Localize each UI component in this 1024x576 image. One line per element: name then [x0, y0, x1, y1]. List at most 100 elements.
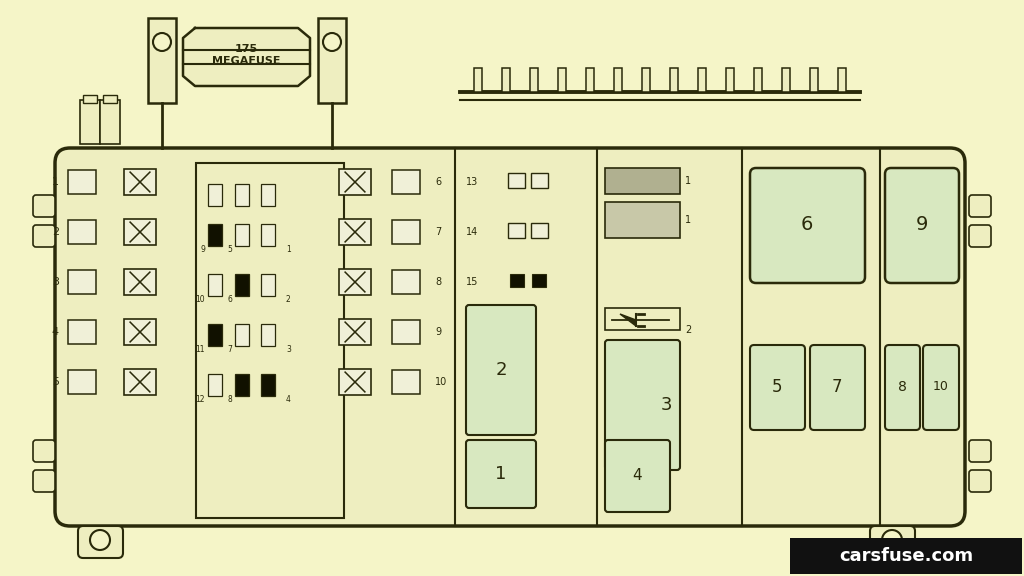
Text: 9: 9 — [200, 244, 205, 253]
Bar — [642, 68, 650, 92]
Bar — [124, 269, 156, 295]
Bar — [124, 319, 156, 345]
FancyBboxPatch shape — [466, 440, 536, 508]
Bar — [605, 308, 680, 330]
Polygon shape — [183, 28, 310, 86]
Circle shape — [882, 530, 902, 550]
Bar — [754, 68, 762, 92]
Text: 7: 7 — [831, 378, 843, 396]
Bar — [530, 223, 548, 238]
FancyBboxPatch shape — [969, 470, 991, 492]
FancyBboxPatch shape — [870, 526, 915, 558]
Bar — [208, 184, 222, 206]
Text: 3: 3 — [52, 277, 59, 287]
Text: 1: 1 — [52, 177, 59, 187]
Bar — [531, 274, 546, 287]
Bar — [670, 68, 678, 92]
Text: 13: 13 — [466, 177, 478, 187]
Bar — [124, 369, 156, 395]
Text: 12: 12 — [196, 395, 205, 404]
Bar — [234, 224, 249, 246]
Text: 9: 9 — [915, 215, 928, 234]
Bar — [339, 369, 371, 395]
Bar — [68, 220, 96, 244]
FancyBboxPatch shape — [923, 345, 959, 430]
Bar — [261, 184, 275, 206]
Text: 11: 11 — [196, 344, 205, 354]
Text: 3: 3 — [286, 344, 291, 354]
Text: 6: 6 — [227, 294, 232, 304]
FancyBboxPatch shape — [55, 148, 965, 526]
Text: 4: 4 — [286, 395, 291, 404]
FancyBboxPatch shape — [885, 168, 959, 283]
Bar — [698, 68, 706, 92]
Text: 6: 6 — [801, 215, 813, 234]
Bar — [234, 274, 249, 296]
Bar — [392, 270, 420, 294]
Bar — [782, 68, 790, 92]
Bar — [726, 68, 734, 92]
Bar — [339, 219, 371, 245]
FancyBboxPatch shape — [969, 195, 991, 217]
Bar — [586, 68, 594, 92]
FancyBboxPatch shape — [33, 440, 55, 462]
FancyBboxPatch shape — [33, 225, 55, 247]
Bar — [510, 274, 523, 287]
FancyBboxPatch shape — [78, 526, 123, 558]
Bar — [530, 68, 538, 92]
Text: 5: 5 — [227, 244, 232, 253]
Bar — [261, 224, 275, 246]
Text: 7: 7 — [227, 344, 232, 354]
Circle shape — [323, 33, 341, 51]
Bar — [208, 274, 222, 296]
Bar — [80, 100, 100, 144]
Polygon shape — [620, 314, 636, 326]
Bar — [318, 18, 346, 103]
Bar — [261, 374, 275, 396]
FancyBboxPatch shape — [969, 440, 991, 462]
Bar — [392, 320, 420, 344]
Bar — [614, 68, 622, 92]
FancyBboxPatch shape — [605, 340, 680, 470]
Bar — [234, 374, 249, 396]
Bar — [68, 320, 96, 344]
FancyBboxPatch shape — [33, 470, 55, 492]
Text: 6: 6 — [435, 177, 441, 187]
Bar — [261, 274, 275, 296]
Text: 10: 10 — [933, 381, 949, 393]
Bar — [234, 184, 249, 206]
Text: 9: 9 — [435, 327, 441, 337]
Text: 8: 8 — [898, 380, 906, 394]
Bar — [208, 324, 222, 346]
Text: 1: 1 — [496, 465, 507, 483]
FancyBboxPatch shape — [810, 345, 865, 430]
Bar — [508, 173, 524, 188]
Bar — [530, 173, 548, 188]
Text: 2: 2 — [685, 325, 691, 335]
Text: carsfuse.com: carsfuse.com — [839, 547, 973, 565]
FancyBboxPatch shape — [885, 345, 920, 430]
Text: 8: 8 — [435, 277, 441, 287]
Text: 14: 14 — [466, 227, 478, 237]
Text: 175
MEGAFUSE: 175 MEGAFUSE — [212, 44, 281, 66]
Bar — [124, 169, 156, 195]
Text: 2: 2 — [496, 361, 507, 379]
Bar — [605, 202, 680, 238]
Bar — [208, 374, 222, 396]
Bar — [103, 95, 117, 103]
FancyBboxPatch shape — [605, 440, 670, 512]
Bar — [558, 68, 566, 92]
Text: 4: 4 — [632, 468, 642, 483]
Bar — [392, 220, 420, 244]
Bar — [474, 68, 482, 92]
Bar — [339, 169, 371, 195]
Bar — [339, 319, 371, 345]
FancyBboxPatch shape — [750, 345, 805, 430]
Text: 10: 10 — [196, 294, 205, 304]
Text: 5: 5 — [52, 377, 59, 387]
Text: 1: 1 — [286, 244, 291, 253]
Text: 4: 4 — [52, 327, 59, 337]
Text: 8: 8 — [227, 395, 232, 404]
Text: 1: 1 — [685, 215, 691, 225]
FancyBboxPatch shape — [969, 225, 991, 247]
